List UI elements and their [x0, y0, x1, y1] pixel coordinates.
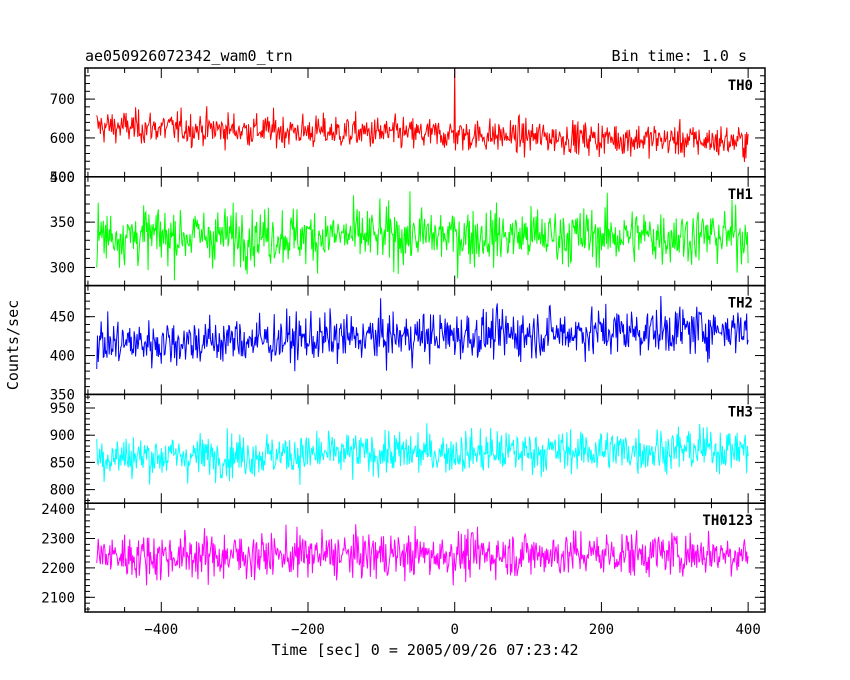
bin-time-label: Bin time: 1.0 s	[612, 47, 747, 65]
x-tick-label: −400	[144, 622, 178, 638]
y-tick-label: 2100	[41, 590, 75, 606]
x-tick-label: 0	[450, 622, 458, 638]
panel-label-th1: TH1	[728, 187, 753, 203]
y-tick-label: 2300	[41, 531, 75, 547]
panel-label-th0123: TH0123	[702, 513, 753, 529]
panel-th1: 300 350 400 TH1	[50, 170, 766, 287]
panel-th0123: 2100 2200 2300 2400 TH0123	[41, 502, 766, 613]
y-tick-label: 450	[50, 310, 75, 326]
y-tick-label: 2200	[41, 561, 75, 577]
y-tick-label: 400	[50, 349, 75, 365]
y-tick-label: 350	[50, 387, 75, 403]
series-line-th2	[96, 296, 749, 372]
x-axis-title: Time [sec] 0 = 2005/09/26 07:23:42	[271, 641, 578, 659]
y-axis-title: Counts/sec	[4, 300, 22, 390]
y-tick-label: 850	[50, 455, 75, 471]
panel-th2: 350 400 450 TH2	[50, 284, 766, 403]
y-tick-label: 800	[50, 483, 75, 499]
y-tick-label: 300	[50, 260, 75, 276]
x-tick-label: −200	[291, 622, 325, 638]
series-line-th1	[96, 191, 749, 281]
y-tick-label: 500	[50, 170, 75, 186]
x-tick-label: 200	[589, 622, 614, 638]
x-tick-label: 400	[735, 622, 760, 638]
series-line-th3	[96, 423, 749, 486]
panel-label-th2: TH2	[728, 296, 753, 312]
panels: 500600700TH0300350400TH1350400450TH28008…	[41, 67, 766, 613]
y-tick-label: 600	[50, 131, 75, 147]
x-axis-ticks: −400 −200 0 200 400	[144, 622, 760, 638]
y-tick-label: 400	[50, 170, 75, 186]
panel-label-th3: TH3	[728, 404, 753, 420]
y-tick-label: 350	[50, 215, 75, 231]
chart-title: ae050926072342_wam0_trn	[85, 47, 293, 65]
series-line-th0	[96, 68, 749, 162]
y-tick-label: 2400	[41, 502, 75, 518]
series-line-th0123	[96, 524, 749, 586]
panel-th3: 800 850 900 950 TH3	[50, 393, 766, 504]
panel-frame	[84, 67, 766, 178]
panel-th0: 500 600 700 TH0	[50, 67, 766, 186]
y-tick-label: 900	[50, 428, 75, 444]
panel-frame	[84, 502, 766, 613]
y-tick-label: 950	[50, 401, 75, 417]
panel-label-th0: TH0	[728, 78, 753, 94]
y-tick-label: 700	[50, 92, 75, 108]
